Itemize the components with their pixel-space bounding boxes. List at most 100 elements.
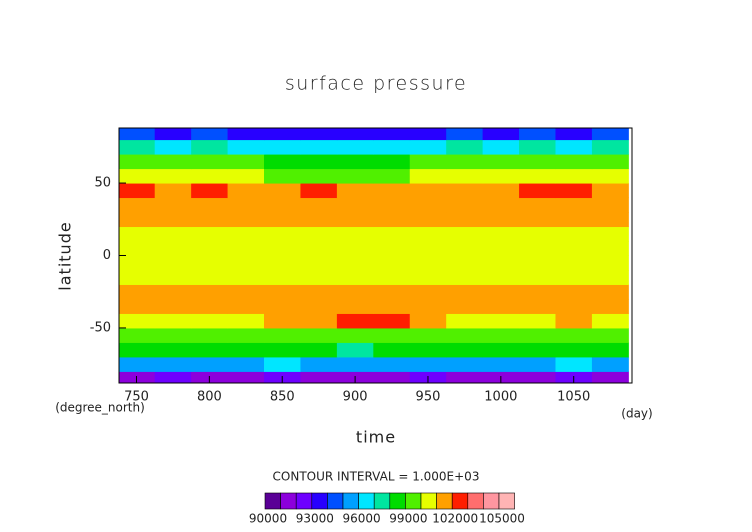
cell [555,342,593,358]
cell [336,241,374,256]
cell [227,168,265,184]
cell [519,168,556,184]
cell [119,313,156,329]
colorbar-box [420,492,437,510]
cell [482,197,520,213]
y-axis-label: latitude [56,221,75,290]
cell [336,269,374,285]
cell [482,313,520,329]
cell [154,197,192,213]
cell [373,255,411,271]
cell [264,197,301,213]
cell [119,269,156,285]
cell [119,197,156,213]
cell [591,226,629,242]
cell [154,183,192,199]
cell [191,298,229,314]
cell [191,255,229,271]
cell [264,212,301,228]
cell [555,154,593,170]
cell [300,313,338,329]
cell [519,298,556,314]
cell [119,168,156,184]
colorbar-box [327,492,344,510]
colorbar-box [436,492,453,510]
cell [227,226,265,242]
cell [446,313,484,329]
colorbar-box [295,492,313,510]
cell [446,139,484,155]
cell [409,154,447,170]
y-tick-label: 0 [103,248,111,263]
cell [373,168,411,184]
cell [336,284,374,300]
cell [591,241,629,256]
cell [409,197,447,213]
colorbar-box [405,492,422,510]
cell [482,255,520,271]
cell [555,356,593,372]
cell [555,284,593,300]
cell [519,212,556,228]
cell [591,371,629,384]
cell [154,327,192,343]
cell [446,154,484,170]
cell [154,128,192,141]
cell [336,313,374,329]
cell [373,241,411,256]
cell [300,154,338,170]
cell [336,342,374,358]
cell [336,356,374,372]
cell [119,255,156,271]
cell [482,241,520,256]
cell [591,269,629,285]
cell [191,327,229,343]
cell [555,327,593,343]
cell [227,269,265,285]
cell [482,212,520,228]
x-tick-label: 950 [416,390,441,405]
cell [336,154,374,170]
cell [555,226,593,242]
cell [336,197,374,213]
cell [119,327,156,343]
colorbar-label: 93000 [296,512,334,526]
cell [446,241,484,256]
cell [446,183,484,199]
cell [555,298,593,314]
cell [119,298,156,314]
cell [409,168,447,184]
cell [519,197,556,213]
cell [336,255,374,271]
cell [264,327,301,343]
cell [154,255,192,271]
cell [227,371,265,384]
colorbar-box [498,492,515,510]
cell [300,128,338,141]
colorbar-label: 90000 [249,512,287,526]
cell [519,226,556,242]
cell [264,241,301,256]
chart-title: surface pressure [285,73,467,95]
cell [482,139,520,155]
cell [555,212,593,228]
cell [264,139,301,155]
y-tick-label: 50 [94,176,111,191]
cell [191,284,229,300]
cell [227,313,265,329]
cell [373,313,411,329]
cell [191,356,229,372]
cell [227,356,265,372]
cell [264,226,301,242]
cell [300,327,338,343]
cell [409,342,447,358]
cell [519,371,556,384]
cell [227,342,265,358]
cell [591,139,629,155]
cell [482,226,520,242]
cell [555,255,593,271]
y-tick-label: -50 [90,320,111,335]
cell [373,226,411,242]
cell [409,313,447,329]
